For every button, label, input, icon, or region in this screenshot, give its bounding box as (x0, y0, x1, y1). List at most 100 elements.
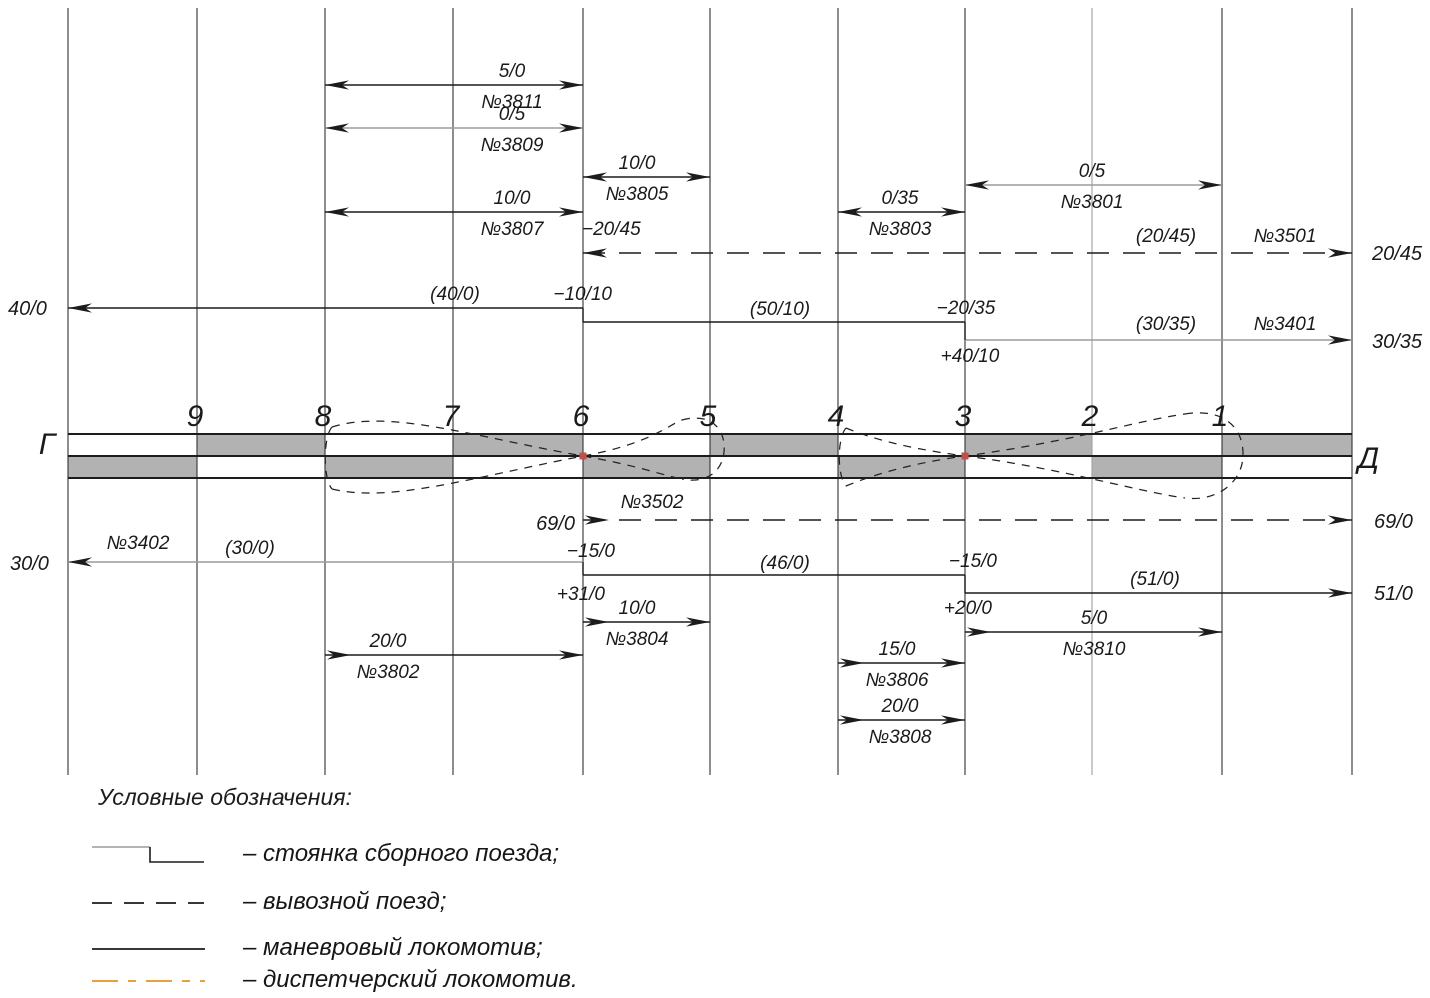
train-3810-load-label: 5/0 (1081, 608, 1108, 629)
transfer-loop-curve (681, 417, 725, 481)
train-3804-number-label: №3804 (606, 629, 669, 650)
legend-item-transfer-train: – вывозной поезд; (92, 888, 446, 916)
annotation: 69/0 (1374, 511, 1413, 533)
train-3802-number-label: №3802 (357, 662, 420, 683)
arrowhead-right (1198, 180, 1222, 190)
transfer-loop-curve (838, 427, 847, 487)
arrowhead-right (585, 515, 609, 525)
arrowhead-right (686, 617, 710, 627)
transfer-loop-curve (845, 413, 1186, 487)
shunting-locomotive-symbol-icon (92, 948, 205, 950)
arrowhead-right (585, 617, 609, 627)
arrowhead-left (583, 248, 607, 258)
annotation: +20/0 (944, 598, 993, 619)
arrowhead-right (1328, 588, 1352, 598)
transfer-loop-curve (845, 427, 1186, 499)
train-3803-number-label: №3803 (869, 219, 932, 240)
arrowhead-right (559, 650, 583, 660)
annotation: (30/35) (1136, 314, 1196, 335)
arrowhead-left (838, 207, 862, 217)
train-3802-load-label: 20/0 (369, 631, 407, 652)
station-number: 3 (955, 400, 972, 433)
train-3805-load-label: 10/0 (619, 153, 656, 174)
arrowhead-right (1328, 335, 1352, 345)
pickup-train-stop-symbol-icon (92, 846, 204, 863)
band-gray-top (965, 435, 1092, 455)
annotation: −20/35 (937, 298, 996, 319)
annotation: №3502 (621, 492, 684, 513)
station-number: 5 (700, 400, 717, 433)
crossing-red-mark (579, 452, 587, 460)
station-number: 1 (1212, 400, 1229, 433)
train-3803-load-label: 0/35 (882, 188, 919, 209)
arrowhead-right (1328, 248, 1352, 258)
legend-item-pickup-train-stop: – стоянка сборного поезда; (92, 840, 559, 868)
train-3805-number-label: №3805 (606, 184, 669, 205)
band-gray-bottom (838, 457, 965, 477)
annotation: (20/45) (1136, 226, 1196, 247)
train-3811-load-label: 5/0 (499, 61, 526, 82)
band-gray-top (710, 435, 838, 455)
arrowhead-left (965, 180, 989, 190)
annotation: №3501 (1254, 226, 1317, 247)
band-gray-top (453, 435, 583, 455)
arrowhead-left (325, 123, 349, 133)
station-number: 2 (1081, 400, 1099, 433)
station-g-label: Г (39, 428, 58, 461)
train-3809-number-label: №3809 (481, 135, 544, 156)
station-number: 4 (828, 400, 845, 433)
annotation: 51/0 (1374, 583, 1413, 605)
transfer-loop-curve (331, 420, 683, 480)
arrowhead-right (327, 650, 351, 660)
train-3806-load-label: 15/0 (879, 639, 916, 660)
train-3808-load-label: 20/0 (881, 696, 919, 717)
annotation: +40/10 (941, 346, 1000, 367)
arrowhead-left (68, 303, 92, 313)
train-3807-number-label: №3807 (481, 219, 545, 240)
train-3807-load-label: 10/0 (494, 188, 531, 209)
legend-item-dispatcher-locomotive: – диспетчерский локомотив. (92, 966, 578, 994)
transfer-loop-curve (324, 426, 333, 490)
arrowhead-right (686, 172, 710, 182)
legend-item-label: – вывозной поезд; (243, 888, 447, 915)
station-d-label: Д (1355, 442, 1379, 475)
band-gray-bottom (325, 457, 453, 477)
transfer-train-symbol-icon (92, 902, 204, 904)
station-number: 6 (573, 400, 590, 433)
annotation: 69/0 (536, 513, 575, 535)
train-3804-load-label: 10/0 (619, 598, 656, 619)
legend-item-label: – диспетчерский локомотив. (243, 966, 578, 993)
band-gray-top (197, 435, 325, 455)
band-gray-bottom (1092, 457, 1222, 477)
arrowhead-right (559, 207, 583, 217)
arrowhead-right (941, 658, 965, 668)
arrowhead-right (840, 715, 864, 725)
arrowhead-left (325, 207, 349, 217)
legend-title: Условные обозначения: (98, 784, 352, 810)
annotation: (51/0) (1130, 569, 1180, 590)
train-3806-number-label: №3806 (866, 670, 929, 691)
legend-item-label: – стоянка сборного поезда; (243, 840, 560, 867)
arrowhead-right (559, 123, 583, 133)
dispatcher-locomotive-symbol-icon (92, 980, 205, 982)
arrowhead-left (68, 557, 92, 567)
annotation: (50/10) (750, 299, 810, 320)
arrowhead-left (325, 80, 349, 90)
annotation: (30/0) (225, 538, 275, 559)
train-3810-number-label: №3810 (1063, 639, 1126, 660)
annotation: №3401 (1254, 314, 1317, 335)
annotation: (46/0) (760, 553, 810, 574)
train-3801-load-label: 0/5 (1079, 161, 1106, 182)
train-3811-number-label: №3811 (481, 92, 542, 113)
train-3808-number-label: №3808 (869, 727, 932, 748)
annotation: −20/45 (582, 219, 641, 240)
arrowhead-right (1198, 627, 1222, 637)
annotation: 30/35 (1372, 331, 1423, 353)
diagram-svg: 5/0 №3811 0/5 №3809 10/0 №3805 10/0 №3807 0/35 №3… (8, 8, 1423, 775)
train-3801-number-label: №3801 (1061, 192, 1124, 213)
annotation: −15/0 (949, 551, 998, 572)
arrowhead-right (941, 207, 965, 217)
annotation: 30/0 (10, 553, 49, 575)
arrowhead-right (559, 80, 583, 90)
